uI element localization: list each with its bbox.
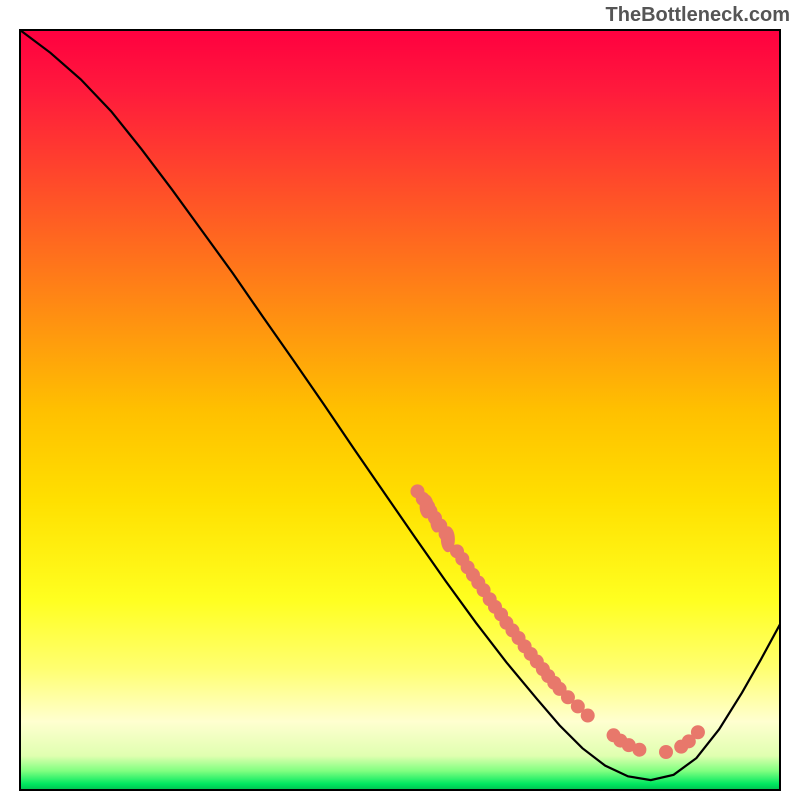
chart-svg bbox=[0, 0, 800, 800]
bottleneck-chart: TheBottleneck.com bbox=[0, 0, 800, 800]
data-marker bbox=[659, 745, 673, 759]
data-marker bbox=[632, 743, 646, 757]
data-marker bbox=[691, 725, 705, 739]
attribution-label: TheBottleneck.com bbox=[606, 4, 790, 27]
data-marker bbox=[581, 709, 595, 723]
data-marker bbox=[439, 527, 453, 541]
gradient-background bbox=[20, 30, 780, 790]
